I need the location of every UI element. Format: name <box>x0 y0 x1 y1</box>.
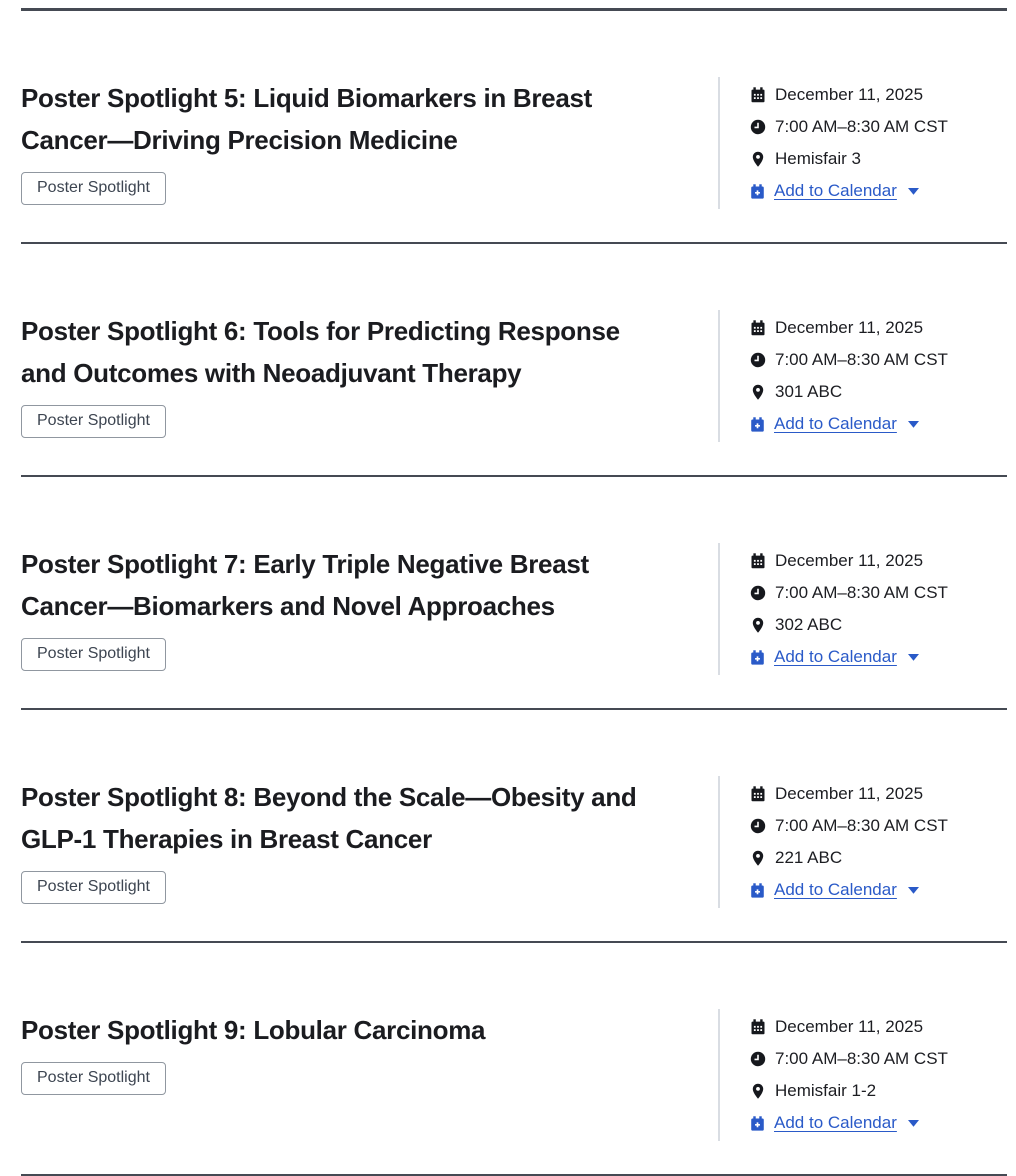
session-time: 7:00 AM–8:30 AM CST <box>775 117 948 136</box>
add-to-calendar-link[interactable]: Add to Calendar <box>774 181 897 200</box>
location-pin-icon <box>752 1083 764 1099</box>
session-card: Poster Spotlight 7: Early Triple Negativ… <box>21 477 1007 710</box>
location-pin-icon <box>752 617 764 633</box>
session-date: December 11, 2025 <box>775 784 924 803</box>
session-main: Poster Spotlight 7: Early Triple Negativ… <box>21 543 718 671</box>
clock-icon <box>750 818 766 834</box>
session-location-row: Hemisfair 1-2 <box>750 1075 1007 1107</box>
session-location-row: 302 ABC <box>750 609 1007 641</box>
session-location-row: Hemisfair 3 <box>750 143 1007 175</box>
calendar-icon <box>751 786 765 802</box>
session-main: Poster Spotlight 9: Lobular Carcinoma Po… <box>21 1009 718 1095</box>
add-to-calendar[interactable]: Add to Calendar <box>750 175 1007 207</box>
caret-down-icon[interactable] <box>907 1119 920 1128</box>
session-date-row: December 11, 2025 <box>750 79 1007 111</box>
session-time-row: 7:00 AM–8:30 AM CST <box>750 810 1007 842</box>
session-date: December 11, 2025 <box>775 318 924 337</box>
session-location: 221 ABC <box>775 848 843 867</box>
session-meta: December 11, 2025 7:00 AM–8:30 AM CST 22… <box>718 776 1007 908</box>
add-to-calendar-link[interactable]: Add to Calendar <box>774 414 897 433</box>
session-type-tag: Poster Spotlight <box>21 172 166 205</box>
calendar-plus-icon <box>751 183 764 199</box>
session-meta: December 11, 2025 7:00 AM–8:30 AM CST He… <box>718 1009 1007 1141</box>
session-type-tag: Poster Spotlight <box>21 1062 166 1095</box>
session-card: Poster Spotlight 8: Beyond the Scale—Obe… <box>21 710 1007 943</box>
session-location-row: 301 ABC <box>750 376 1007 408</box>
session-type-tag: Poster Spotlight <box>21 871 166 904</box>
calendar-plus-icon <box>751 882 764 898</box>
session-time-row: 7:00 AM–8:30 AM CST <box>750 1043 1007 1075</box>
session-title: Poster Spotlight 5: Liquid Biomarkers in… <box>21 83 593 155</box>
session-meta: December 11, 2025 7:00 AM–8:30 AM CST 30… <box>718 543 1007 675</box>
clock-icon <box>750 585 766 601</box>
calendar-plus-icon <box>751 1115 764 1131</box>
session-time-row: 7:00 AM–8:30 AM CST <box>750 111 1007 143</box>
session-date-row: December 11, 2025 <box>750 778 1007 810</box>
add-to-calendar-link[interactable]: Add to Calendar <box>774 647 897 666</box>
add-to-calendar-link[interactable]: Add to Calendar <box>774 1113 897 1132</box>
caret-down-icon[interactable] <box>907 653 920 662</box>
session-location-row: 221 ABC <box>750 842 1007 874</box>
session-title: Poster Spotlight 8: Beyond the Scale—Obe… <box>21 782 637 854</box>
session-time: 7:00 AM–8:30 AM CST <box>775 350 948 369</box>
session-location: Hemisfair 1-2 <box>775 1081 877 1100</box>
calendar-icon <box>751 553 765 569</box>
session-meta: December 11, 2025 7:00 AM–8:30 AM CST He… <box>718 77 1007 209</box>
session-time: 7:00 AM–8:30 AM CST <box>775 1049 948 1068</box>
session-time-row: 7:00 AM–8:30 AM CST <box>750 344 1007 376</box>
session-title: Poster Spotlight 9: Lobular Carcinoma <box>21 1015 486 1045</box>
session-meta: December 11, 2025 7:00 AM–8:30 AM CST 30… <box>718 310 1007 442</box>
add-to-calendar[interactable]: Add to Calendar <box>750 1107 1007 1139</box>
session-list: Poster Spotlight 5: Liquid Biomarkers in… <box>21 8 1007 1176</box>
session-card: Poster Spotlight 6: Tools for Predicting… <box>21 244 1007 477</box>
session-date: December 11, 2025 <box>775 551 924 570</box>
calendar-icon <box>751 1019 765 1035</box>
session-date-row: December 11, 2025 <box>750 545 1007 577</box>
calendar-plus-icon <box>751 416 764 432</box>
location-pin-icon <box>752 850 764 866</box>
caret-down-icon[interactable] <box>907 187 920 196</box>
clock-icon <box>750 1051 766 1067</box>
location-pin-icon <box>752 151 764 167</box>
session-main: Poster Spotlight 8: Beyond the Scale—Obe… <box>21 776 718 904</box>
session-main: Poster Spotlight 5: Liquid Biomarkers in… <box>21 77 718 205</box>
session-time: 7:00 AM–8:30 AM CST <box>775 583 948 602</box>
location-pin-icon <box>752 384 764 400</box>
session-card: Poster Spotlight 5: Liquid Biomarkers in… <box>21 11 1007 244</box>
add-to-calendar[interactable]: Add to Calendar <box>750 874 1007 906</box>
calendar-icon <box>751 87 765 103</box>
add-to-calendar[interactable]: Add to Calendar <box>750 641 1007 673</box>
session-main: Poster Spotlight 6: Tools for Predicting… <box>21 310 718 438</box>
calendar-icon <box>751 320 765 336</box>
session-date: December 11, 2025 <box>775 85 924 104</box>
session-date: December 11, 2025 <box>775 1017 924 1036</box>
session-type-tag: Poster Spotlight <box>21 638 166 671</box>
session-card: Poster Spotlight 9: Lobular Carcinoma Po… <box>21 943 1007 1176</box>
calendar-plus-icon <box>751 649 764 665</box>
session-location: 302 ABC <box>775 615 843 634</box>
session-title: Poster Spotlight 7: Early Triple Negativ… <box>21 549 589 621</box>
add-to-calendar-link[interactable]: Add to Calendar <box>774 880 897 899</box>
session-date-row: December 11, 2025 <box>750 1011 1007 1043</box>
session-title: Poster Spotlight 6: Tools for Predicting… <box>21 316 620 388</box>
session-location: 301 ABC <box>775 382 843 401</box>
session-time: 7:00 AM–8:30 AM CST <box>775 816 948 835</box>
session-location: Hemisfair 3 <box>775 149 861 168</box>
caret-down-icon[interactable] <box>907 420 920 429</box>
clock-icon <box>750 352 766 368</box>
session-date-row: December 11, 2025 <box>750 312 1007 344</box>
add-to-calendar[interactable]: Add to Calendar <box>750 408 1007 440</box>
session-time-row: 7:00 AM–8:30 AM CST <box>750 577 1007 609</box>
caret-down-icon[interactable] <box>907 886 920 895</box>
clock-icon <box>750 119 766 135</box>
session-type-tag: Poster Spotlight <box>21 405 166 438</box>
